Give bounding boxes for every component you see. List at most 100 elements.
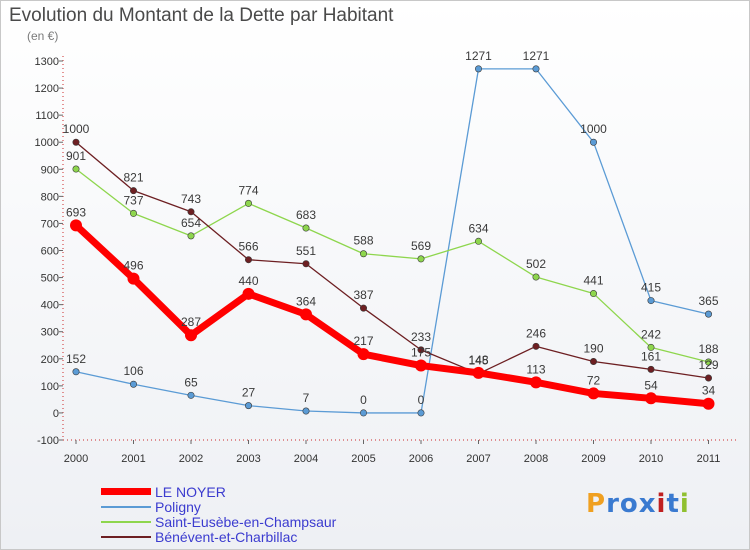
data-label: 242	[641, 327, 661, 341]
data-label: 148	[468, 353, 488, 367]
data-label: 7	[303, 391, 310, 405]
data-label: 152	[66, 352, 86, 366]
data-point	[417, 409, 425, 417]
y-tick-label: -100	[37, 435, 59, 447]
data-label: 129	[698, 358, 718, 372]
data-point	[472, 366, 485, 379]
y-tick-label: 1200	[35, 83, 59, 95]
y-tick-label: 1300	[35, 56, 59, 68]
data-label: 737	[123, 193, 143, 207]
legend-swatch	[101, 488, 151, 495]
legend-swatch	[101, 506, 151, 508]
data-point	[474, 65, 482, 73]
data-label: 1000	[580, 122, 607, 136]
x-tick-label: 2003	[236, 453, 260, 465]
data-label: 743	[181, 192, 201, 206]
x-tick-label: 2002	[179, 453, 203, 465]
data-point	[647, 365, 655, 373]
data-point	[532, 342, 540, 350]
data-point	[357, 348, 370, 361]
y-tick-label: 100	[41, 381, 59, 393]
data-point	[587, 387, 600, 400]
data-point	[245, 199, 253, 207]
data-point	[415, 359, 427, 372]
data-point	[647, 343, 655, 351]
data-point	[242, 287, 255, 300]
data-point	[530, 376, 542, 389]
logo-letter: i	[679, 489, 690, 519]
y-tick-label: 200	[41, 354, 59, 366]
x-tick-label: 2010	[639, 453, 663, 465]
data-point	[130, 380, 138, 388]
legend-swatch	[101, 536, 151, 538]
data-label: 217	[353, 334, 373, 348]
data-label: 287	[181, 315, 201, 329]
data-point	[300, 308, 312, 321]
series-line	[75, 68, 710, 414]
data-label: 161	[641, 349, 661, 363]
series-line	[75, 141, 710, 379]
y-tick-label: 900	[41, 164, 59, 176]
x-tick-label: 2005	[351, 453, 375, 465]
data-label: 566	[238, 240, 258, 254]
data-point	[704, 374, 712, 382]
data-point	[245, 256, 253, 264]
data-label: 113	[526, 362, 545, 376]
data-point	[359, 409, 367, 417]
data-point	[532, 65, 540, 73]
data-point	[185, 329, 197, 342]
data-point	[474, 237, 482, 245]
x-tick-label: 2009	[581, 453, 605, 465]
data-label: 821	[123, 171, 143, 185]
data-label: 0	[418, 393, 425, 407]
data-point	[704, 358, 712, 366]
data-label: 634	[468, 221, 488, 235]
data-point	[645, 392, 657, 405]
data-label: 0	[360, 393, 367, 407]
logo-letter: P	[586, 489, 607, 519]
logo-letter: t	[666, 489, 680, 519]
data-label: 1271	[465, 49, 492, 63]
data-label: 901	[66, 149, 86, 163]
data-label: 569	[411, 239, 431, 253]
y-tick-label: 500	[41, 273, 59, 285]
y-tick-label: 800	[41, 191, 59, 203]
data-label: 54	[644, 378, 658, 392]
logo-letter: x	[638, 489, 657, 519]
chart-unit-label: (en €)	[27, 29, 59, 43]
data-label: 496	[123, 259, 143, 273]
y-tick-label: 0	[53, 408, 59, 420]
legend-label: Bénévent-et-Charbillac	[155, 529, 298, 545]
data-point	[72, 165, 80, 173]
data-label: 440	[238, 274, 258, 288]
series-line	[72, 221, 712, 408]
legend-label: LE NOYER	[155, 484, 226, 500]
x-tick-label: 2001	[121, 453, 145, 465]
data-label: 588	[353, 234, 373, 248]
data-label: 175	[411, 346, 431, 360]
data-point	[704, 310, 712, 318]
data-point	[359, 304, 367, 312]
data-point	[127, 272, 140, 285]
data-label: 441	[583, 274, 603, 288]
data-point	[417, 255, 425, 263]
x-tick-label: 2000	[64, 453, 88, 465]
data-label: 65	[184, 375, 198, 389]
data-label: 1271	[523, 49, 550, 63]
data-point	[702, 397, 715, 410]
data-point	[187, 208, 195, 216]
legend-swatch	[101, 521, 151, 523]
data-point	[589, 138, 597, 146]
data-point	[302, 407, 310, 415]
proxiti-logo: Proxiti	[586, 489, 690, 519]
data-point	[245, 402, 253, 410]
y-tick-label: 1100	[35, 110, 59, 122]
data-label: 683	[296, 208, 316, 222]
data-point	[72, 138, 80, 146]
data-point	[417, 346, 425, 354]
data-point	[70, 219, 82, 232]
data-label: 415	[641, 281, 661, 295]
data-label: 72	[587, 373, 601, 387]
